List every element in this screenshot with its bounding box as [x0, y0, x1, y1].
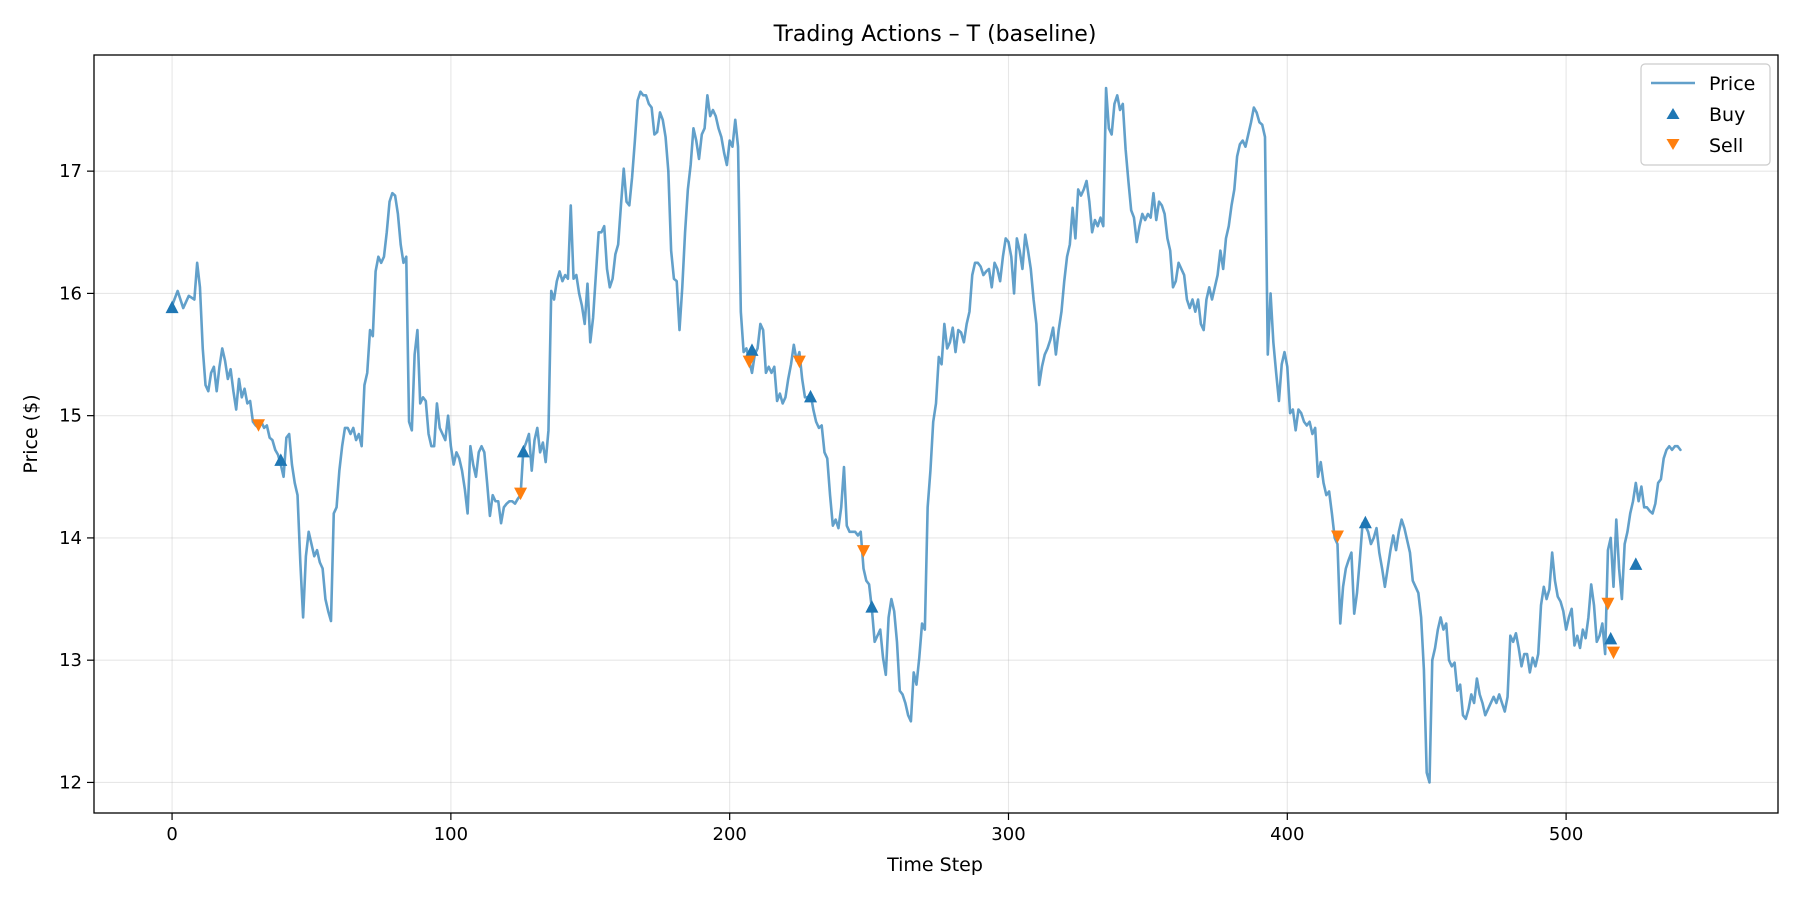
buy-marker — [165, 300, 179, 314]
sell-marker — [251, 419, 265, 432]
sell-marker — [514, 487, 528, 501]
legend-sell-marker — [1666, 139, 1680, 150]
legend-sell-label: Sell — [1709, 135, 1743, 157]
buy-marker — [804, 389, 818, 403]
legend: Price Buy Sell — [1640, 63, 1771, 166]
y-axis-ticks: 12 13 14 15 16 17 — [59, 161, 94, 793]
legend-buy-marker — [1666, 108, 1680, 119]
sell-marker — [1601, 597, 1615, 611]
sell-marker — [792, 355, 806, 369]
buy-marker — [274, 453, 288, 466]
x-tick-label: 500 — [1549, 824, 1583, 845]
x-tick-label: 0 — [166, 824, 177, 845]
x-axis-label: Time Step — [886, 854, 983, 876]
legend-buy-label: Buy — [1709, 104, 1745, 126]
y-tick-label: 13 — [59, 650, 82, 671]
plot-area — [165, 86, 1682, 784]
x-tick-label: 400 — [1270, 824, 1304, 845]
sell-marker — [1607, 646, 1621, 660]
buy-marker — [1358, 515, 1372, 529]
y-axis-label: Price ($) — [20, 394, 42, 473]
chart-title: Trading Actions – T (baseline) — [773, 22, 1097, 47]
sell-marker — [1330, 530, 1344, 543]
x-tick-label: 300 — [991, 824, 1025, 845]
x-tick-label: 200 — [713, 824, 747, 845]
legend-price-label: Price — [1709, 73, 1755, 95]
buy-marker — [1604, 631, 1618, 645]
y-tick-label: 15 — [59, 406, 82, 427]
price-line — [170, 86, 1682, 784]
buy-marker — [865, 600, 879, 613]
plot-frame — [93, 54, 1779, 814]
y-tick-label: 12 — [59, 772, 82, 793]
sell-marker — [742, 355, 756, 369]
sell-markers — [251, 355, 1621, 660]
y-tick-label: 14 — [59, 528, 82, 549]
buy-marker — [1629, 557, 1643, 570]
x-tick-label: 100 — [434, 824, 468, 845]
y-tick-label: 17 — [59, 161, 82, 182]
sell-marker — [857, 545, 871, 558]
x-axis-ticks: 0 100 200 300 400 500 — [166, 813, 1583, 845]
buy-marker — [745, 343, 759, 356]
buy-markers — [165, 300, 1643, 645]
buy-marker — [516, 444, 530, 458]
y-tick-label: 16 — [59, 283, 82, 304]
